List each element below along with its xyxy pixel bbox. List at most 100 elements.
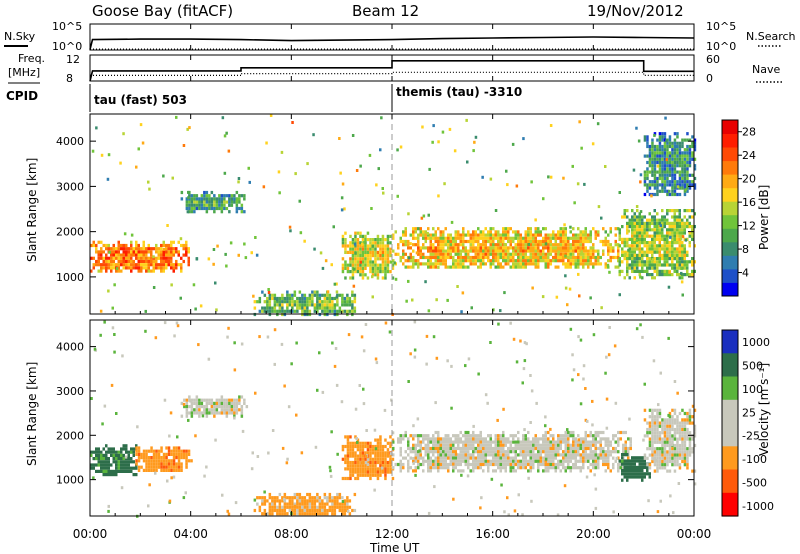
data-cell	[517, 230, 520, 234]
data-cell	[522, 236, 525, 240]
data-cell	[278, 508, 282, 513]
data-cell	[681, 176, 684, 181]
data-cell	[365, 429, 368, 432]
data-cell	[633, 241, 636, 245]
data-cell	[301, 300, 304, 304]
data-cell	[574, 249, 577, 253]
data-cell	[680, 280, 684, 284]
data-cell	[145, 259, 148, 264]
data-cell	[107, 469, 110, 473]
data-cell	[105, 469, 108, 473]
data-cell	[665, 139, 668, 143]
data-cell	[673, 469, 677, 473]
data-cell	[624, 440, 627, 444]
data-cell	[623, 276, 626, 280]
data-cell	[681, 450, 684, 454]
data-cell	[437, 255, 440, 260]
data-cell	[353, 306, 357, 310]
data-cell	[554, 446, 557, 451]
data-cell	[427, 440, 430, 444]
data-cell	[444, 440, 447, 444]
data-cell	[678, 221, 681, 225]
data-cell	[509, 236, 512, 240]
data-cell	[691, 437, 694, 441]
data-cell	[492, 440, 495, 444]
data-cell	[557, 265, 560, 269]
data-cell	[240, 203, 244, 207]
data-cell	[667, 285, 671, 289]
data-cell	[691, 215, 694, 219]
data-cell	[675, 145, 678, 149]
data-cell	[190, 194, 194, 198]
data-cell	[643, 154, 647, 158]
data-cell	[529, 236, 532, 240]
data-cell	[591, 423, 594, 427]
data-cell	[676, 135, 679, 139]
data-cell	[577, 246, 580, 250]
data-cell	[574, 262, 577, 266]
data-cell	[180, 243, 183, 248]
data-cell	[673, 269, 676, 273]
data-cell	[388, 460, 392, 464]
data-cell	[371, 273, 375, 277]
data-cell	[459, 252, 462, 256]
data-cell	[402, 255, 405, 260]
data-cell	[663, 424, 667, 428]
data-cell	[359, 273, 362, 277]
data-cell	[399, 446, 402, 451]
data-cell	[529, 466, 532, 470]
freq-right-tick-top: 60	[706, 53, 720, 66]
data-cell	[623, 244, 626, 248]
data-cell	[233, 414, 236, 418]
data-cell	[635, 126, 638, 130]
data-cell	[663, 263, 666, 267]
data-cell	[389, 454, 392, 458]
data-cell	[666, 427, 669, 432]
data-cell	[609, 443, 612, 447]
data-cell	[404, 227, 407, 231]
data-cell	[507, 252, 510, 256]
data-cell	[364, 464, 367, 468]
data-cell	[673, 164, 677, 168]
data-cell	[648, 427, 652, 432]
data-cell	[577, 236, 580, 240]
data-cell	[417, 236, 420, 240]
data-cell	[658, 237, 661, 241]
data-cell	[374, 470, 377, 474]
data-cell	[213, 206, 216, 211]
cpid-label: CPID	[6, 89, 38, 103]
data-cell	[165, 446, 168, 450]
data-cell	[626, 257, 629, 261]
data-cell	[308, 300, 312, 304]
data-cell	[298, 512, 302, 516]
data-cell	[534, 265, 537, 269]
data-cell	[102, 453, 105, 457]
data-cell	[569, 230, 572, 234]
data-cell	[597, 434, 600, 438]
data-cell	[666, 218, 669, 222]
data-cell	[604, 456, 607, 460]
data-cell	[414, 469, 417, 473]
data-cell	[646, 160, 649, 165]
data-cell	[631, 263, 634, 267]
data-cell	[459, 259, 462, 263]
data-cell	[186, 127, 189, 131]
data-cell	[636, 469, 639, 473]
data-cell	[434, 440, 437, 444]
data-cell	[311, 296, 314, 301]
data-cell	[678, 257, 681, 261]
data-cell	[469, 462, 472, 467]
data-cell	[522, 243, 525, 247]
data-cell	[643, 138, 647, 142]
data-cell	[683, 247, 686, 251]
data-cell	[572, 456, 575, 460]
data-cell	[472, 424, 475, 428]
data-cell	[482, 443, 485, 447]
data-cell	[281, 496, 284, 500]
data-cell	[537, 227, 540, 231]
data-cell	[467, 453, 470, 457]
data-cell	[514, 469, 517, 473]
data-cell	[671, 176, 674, 181]
data-cell	[268, 306, 272, 310]
